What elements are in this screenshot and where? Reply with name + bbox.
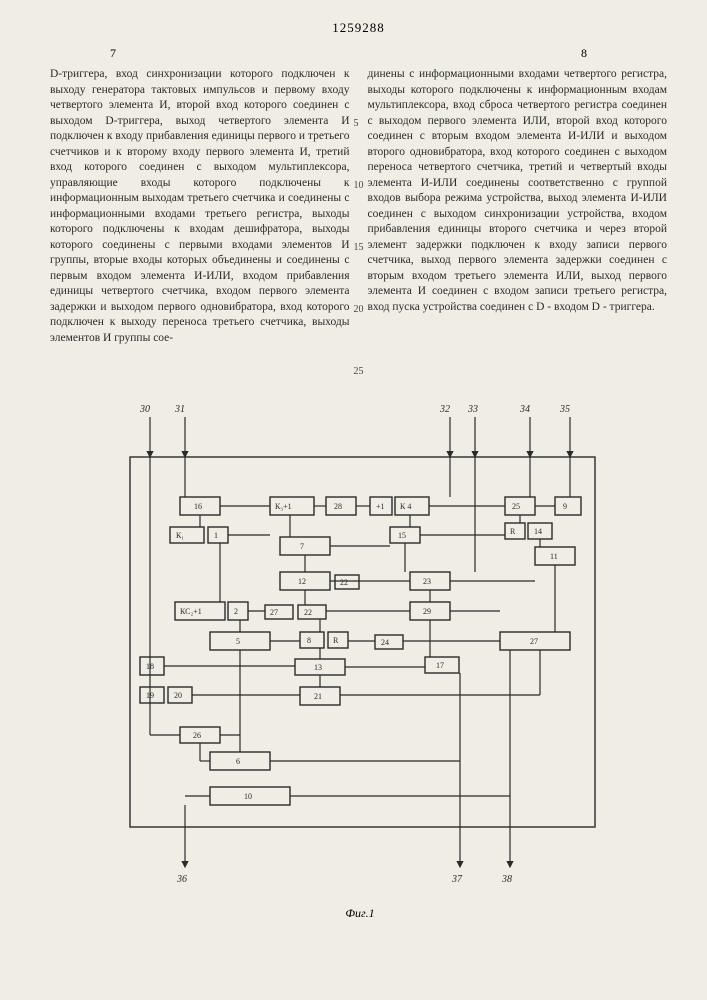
svg-text:КС₂+1: КС₂+1 — [180, 607, 202, 616]
svg-text:15: 15 — [398, 531, 406, 540]
svg-text:7: 7 — [300, 542, 304, 551]
svg-text:+1: +1 — [376, 502, 385, 511]
svg-text:12: 12 — [298, 577, 306, 586]
svg-text:32: 32 — [439, 404, 450, 415]
svg-text:11: 11 — [550, 552, 558, 561]
svg-text:13: 13 — [314, 663, 322, 672]
svg-text:К 4: К 4 — [400, 502, 411, 511]
svg-text:24: 24 — [381, 638, 389, 647]
svg-text:9: 9 — [563, 502, 567, 511]
svg-text:16: 16 — [194, 502, 202, 511]
bottom-pins: 36 37 38 — [176, 827, 512, 885]
svg-text:2: 2 — [234, 607, 238, 616]
svg-text:22: 22 — [304, 608, 312, 617]
svg-text:21: 21 — [314, 692, 322, 701]
svg-text:6: 6 — [236, 757, 240, 766]
patent-number: 1259288 — [50, 20, 667, 36]
body-text-left: D-триггера, вход синхронизации которого … — [50, 68, 350, 344]
svg-text:26: 26 — [193, 731, 201, 740]
svg-text:23: 23 — [423, 577, 431, 586]
svg-text:22: 22 — [340, 578, 348, 587]
svg-text:28: 28 — [334, 502, 342, 511]
svg-text:31: 31 — [174, 404, 185, 415]
svg-text:33: 33 — [467, 404, 478, 415]
svg-text:17: 17 — [436, 661, 444, 670]
svg-text:29: 29 — [423, 607, 431, 616]
schematic-diagram: 30 31 32 33 34 35 36 37 38 — [80, 397, 640, 897]
patent-page: 1259288 7 8 D-триггера, вход синхронизац… — [0, 0, 707, 1000]
svg-text:8: 8 — [307, 636, 311, 645]
body-text-right: динены с информационными входами четверт… — [368, 68, 668, 313]
line-marker: 15 — [354, 241, 364, 255]
svg-text:35: 35 — [559, 404, 570, 415]
svg-text:R: R — [333, 636, 339, 645]
svg-text:36: 36 — [176, 874, 187, 885]
col-num-left: 7 — [110, 46, 116, 61]
svg-text:30: 30 — [139, 404, 150, 415]
text-columns: D-триггера, вход синхронизации которого … — [50, 67, 667, 377]
svg-text:37: 37 — [451, 874, 463, 885]
svg-text:25: 25 — [512, 502, 520, 511]
svg-text:34: 34 — [519, 404, 530, 415]
left-column: D-триггера, вход синхронизации которого … — [50, 67, 350, 377]
svg-text:27: 27 — [270, 608, 278, 617]
svg-text:1: 1 — [214, 531, 218, 540]
svg-text:К₃+1: К₃+1 — [275, 502, 292, 511]
figure-caption: Фиг.1 — [80, 906, 640, 921]
svg-text:38: 38 — [501, 874, 512, 885]
line-marker: 20 — [354, 303, 364, 317]
svg-text:10: 10 — [244, 792, 252, 801]
line-marker: 5 — [354, 117, 359, 131]
column-numbers: 7 8 — [110, 46, 587, 61]
line-marker: 25 — [354, 365, 364, 379]
line-marker: 10 — [354, 179, 364, 193]
svg-text:20: 20 — [174, 691, 182, 700]
svg-text:5: 5 — [236, 637, 240, 646]
svg-text:R: R — [510, 527, 516, 536]
svg-text:К₁: К₁ — [176, 531, 184, 540]
svg-text:14: 14 — [534, 527, 542, 536]
right-column: 5 10 15 20 25 динены с информационными в… — [368, 67, 668, 377]
svg-text:27: 27 — [530, 637, 538, 646]
col-num-right: 8 — [581, 46, 587, 61]
top-pins: 30 31 32 33 34 35 — [139, 404, 570, 457]
diagram-svg: 30 31 32 33 34 35 36 37 38 — [80, 397, 640, 897]
